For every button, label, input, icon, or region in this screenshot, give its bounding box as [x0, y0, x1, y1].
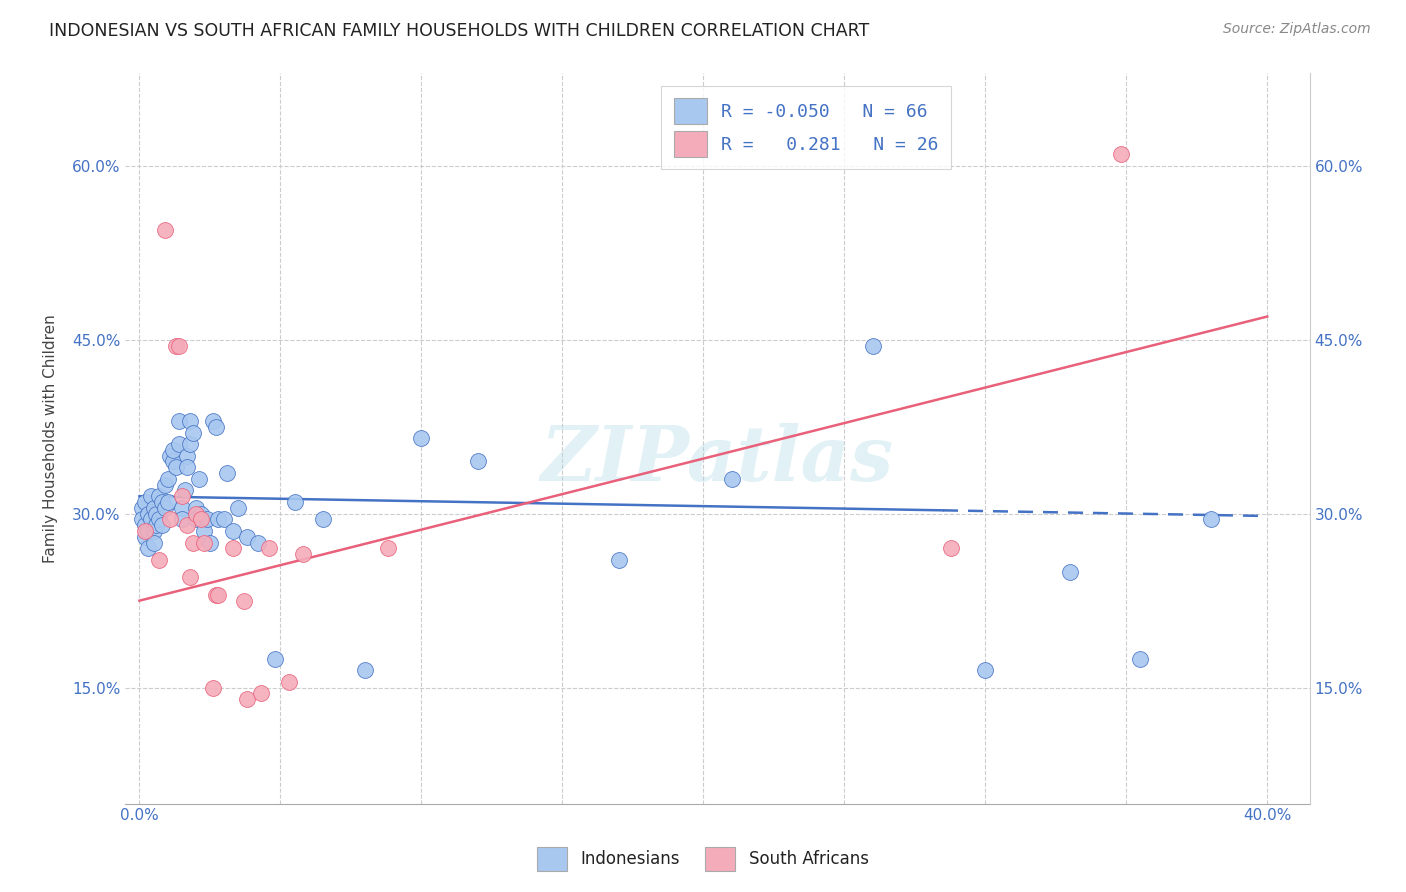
Point	[226, 500, 249, 515]
Point	[207, 512, 229, 526]
Point	[190, 507, 212, 521]
Point	[159, 449, 181, 463]
Point	[1199, 512, 1222, 526]
Point	[974, 663, 997, 677]
Point	[184, 500, 207, 515]
Text: INDONESIAN VS SOUTH AFRICAN FAMILY HOUSEHOLDS WITH CHILDREN CORRELATION CHART: INDONESIAN VS SOUTH AFRICAN FAMILY HOUSE…	[49, 22, 869, 40]
Point	[263, 651, 285, 665]
Point	[167, 437, 190, 451]
Point	[167, 414, 190, 428]
Point	[176, 460, 198, 475]
Point	[377, 541, 399, 556]
Point	[607, 553, 630, 567]
Point	[170, 512, 193, 526]
Point	[131, 512, 153, 526]
Point	[153, 500, 176, 515]
Text: Source: ZipAtlas.com: Source: ZipAtlas.com	[1223, 22, 1371, 37]
Point	[187, 472, 209, 486]
Point	[184, 512, 207, 526]
Point	[136, 524, 159, 538]
Point	[257, 541, 280, 556]
Point	[312, 512, 335, 526]
Point	[170, 500, 193, 515]
Point	[134, 524, 156, 538]
Point	[277, 674, 299, 689]
Point	[232, 593, 254, 607]
Point	[235, 530, 257, 544]
Point	[167, 338, 190, 352]
Point	[212, 512, 235, 526]
Point	[193, 524, 215, 538]
Point	[221, 541, 243, 556]
Point	[142, 535, 165, 549]
Point	[1059, 565, 1081, 579]
Point	[153, 477, 176, 491]
Point	[181, 425, 204, 440]
Point	[207, 588, 229, 602]
Point	[941, 541, 963, 556]
Point	[148, 512, 170, 526]
Point	[176, 449, 198, 463]
Point	[142, 524, 165, 538]
Point	[249, 686, 271, 700]
Point	[467, 454, 489, 468]
Legend: Indonesians, South Africans: Indonesians, South Africans	[529, 839, 877, 880]
Point	[1129, 651, 1152, 665]
Point	[181, 535, 204, 549]
Point	[165, 338, 187, 352]
Text: ZIPatlas: ZIPatlas	[541, 423, 894, 497]
Point	[156, 472, 179, 486]
Point	[150, 495, 173, 509]
Legend: R = -0.050   N = 66, R =   0.281   N = 26: R = -0.050 N = 66, R = 0.281 N = 26	[661, 86, 952, 169]
Point	[246, 535, 269, 549]
Point	[145, 507, 167, 521]
Point	[184, 507, 207, 521]
Point	[170, 489, 193, 503]
Point	[134, 518, 156, 533]
Point	[131, 500, 153, 515]
Point	[159, 512, 181, 526]
Point	[179, 437, 201, 451]
Point	[193, 535, 215, 549]
Point	[198, 535, 221, 549]
Point	[156, 495, 179, 509]
Point	[862, 338, 884, 352]
Point	[179, 414, 201, 428]
Point	[215, 466, 238, 480]
Point	[136, 541, 159, 556]
Point	[221, 524, 243, 538]
Point	[145, 518, 167, 533]
Point	[190, 512, 212, 526]
Point	[162, 442, 184, 457]
Point	[165, 460, 187, 475]
Point	[204, 588, 226, 602]
Y-axis label: Family Households with Children: Family Households with Children	[44, 314, 58, 563]
Point	[201, 681, 224, 695]
Point	[162, 454, 184, 468]
Point	[134, 530, 156, 544]
Point	[139, 512, 162, 526]
Point	[179, 570, 201, 584]
Point	[283, 495, 305, 509]
Point	[134, 495, 156, 509]
Point	[235, 692, 257, 706]
Point	[153, 222, 176, 236]
Point	[150, 518, 173, 533]
Point	[139, 489, 162, 503]
Point	[195, 512, 218, 526]
Point	[204, 419, 226, 434]
Point	[411, 431, 433, 445]
Point	[136, 507, 159, 521]
Point	[176, 518, 198, 533]
Point	[1109, 147, 1132, 161]
Point	[142, 500, 165, 515]
Point	[720, 472, 742, 486]
Point	[291, 547, 314, 561]
Point	[148, 489, 170, 503]
Point	[354, 663, 377, 677]
Point	[148, 553, 170, 567]
Point	[201, 414, 224, 428]
Point	[173, 483, 195, 498]
